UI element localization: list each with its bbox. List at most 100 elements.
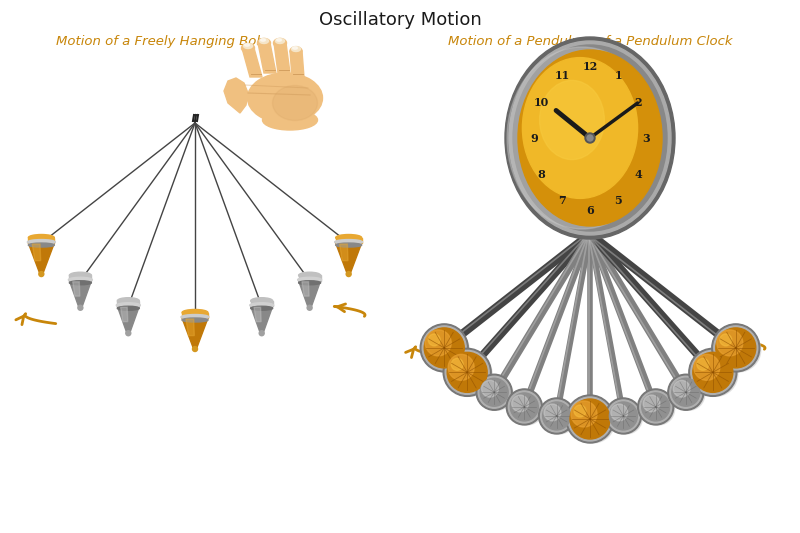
Text: 1: 1 xyxy=(614,70,622,81)
Ellipse shape xyxy=(610,402,642,434)
Ellipse shape xyxy=(259,38,269,44)
Text: 4: 4 xyxy=(634,168,642,180)
Circle shape xyxy=(606,398,642,434)
Ellipse shape xyxy=(274,38,286,47)
Circle shape xyxy=(574,405,586,417)
Circle shape xyxy=(346,271,351,277)
Circle shape xyxy=(717,330,742,356)
Ellipse shape xyxy=(262,110,318,130)
Ellipse shape xyxy=(273,85,318,120)
Polygon shape xyxy=(32,244,41,261)
Ellipse shape xyxy=(511,393,543,425)
Polygon shape xyxy=(298,281,321,309)
Ellipse shape xyxy=(70,272,91,279)
Ellipse shape xyxy=(68,277,92,282)
Circle shape xyxy=(610,402,638,430)
Ellipse shape xyxy=(250,298,273,304)
Ellipse shape xyxy=(243,44,253,49)
Text: Oscillatory Motion: Oscillatory Motion xyxy=(318,11,482,29)
Ellipse shape xyxy=(694,352,738,397)
Text: 6: 6 xyxy=(586,205,594,215)
Text: 3: 3 xyxy=(642,133,650,143)
Polygon shape xyxy=(336,243,362,275)
Circle shape xyxy=(542,402,570,430)
Text: Motion of a Pendulum of a Pendulum Clock: Motion of a Pendulum of a Pendulum Clock xyxy=(448,35,732,48)
Ellipse shape xyxy=(717,328,761,372)
Circle shape xyxy=(447,352,487,392)
Ellipse shape xyxy=(334,239,362,245)
Ellipse shape xyxy=(277,39,282,41)
Ellipse shape xyxy=(293,47,298,49)
Polygon shape xyxy=(290,51,304,77)
Ellipse shape xyxy=(28,235,54,241)
Circle shape xyxy=(512,395,529,412)
Text: 12: 12 xyxy=(582,61,598,71)
Ellipse shape xyxy=(522,58,638,198)
Circle shape xyxy=(480,378,508,406)
Circle shape xyxy=(585,133,595,143)
Circle shape xyxy=(510,393,538,421)
Circle shape xyxy=(506,389,542,425)
Circle shape xyxy=(714,326,758,370)
Circle shape xyxy=(424,328,464,368)
Circle shape xyxy=(607,400,639,432)
Circle shape xyxy=(538,398,574,434)
Ellipse shape xyxy=(250,303,274,308)
Ellipse shape xyxy=(571,399,615,443)
Circle shape xyxy=(476,374,512,410)
Circle shape xyxy=(443,349,491,397)
Polygon shape xyxy=(242,48,262,77)
Ellipse shape xyxy=(181,314,209,319)
Circle shape xyxy=(672,378,700,406)
Text: Motion of a Freely Hanging Bob: Motion of a Freely Hanging Bob xyxy=(56,35,264,48)
Polygon shape xyxy=(182,318,208,350)
Ellipse shape xyxy=(539,80,605,159)
Text: 11: 11 xyxy=(554,70,570,81)
Circle shape xyxy=(420,324,468,372)
Ellipse shape xyxy=(261,39,266,41)
Circle shape xyxy=(691,350,735,394)
Text: 8: 8 xyxy=(538,168,546,180)
Text: 2: 2 xyxy=(634,96,642,108)
Text: 7: 7 xyxy=(558,195,566,206)
Polygon shape xyxy=(73,282,80,296)
Polygon shape xyxy=(250,306,273,334)
Ellipse shape xyxy=(118,306,139,310)
Polygon shape xyxy=(258,43,276,73)
Circle shape xyxy=(541,400,573,432)
Ellipse shape xyxy=(291,46,301,52)
Circle shape xyxy=(697,358,709,370)
Polygon shape xyxy=(70,281,91,309)
Ellipse shape xyxy=(27,239,55,245)
Polygon shape xyxy=(121,307,128,321)
Ellipse shape xyxy=(247,73,322,123)
Ellipse shape xyxy=(70,281,91,285)
Circle shape xyxy=(670,376,702,408)
Polygon shape xyxy=(254,307,261,321)
Ellipse shape xyxy=(28,243,54,247)
Ellipse shape xyxy=(298,277,322,282)
Circle shape xyxy=(570,399,610,439)
Circle shape xyxy=(642,393,670,421)
Ellipse shape xyxy=(426,328,470,372)
Polygon shape xyxy=(28,243,54,275)
Circle shape xyxy=(640,391,672,423)
Polygon shape xyxy=(70,276,91,281)
Polygon shape xyxy=(302,282,309,296)
Circle shape xyxy=(587,135,593,141)
Text: 10: 10 xyxy=(534,96,549,108)
Circle shape xyxy=(716,328,756,368)
Circle shape xyxy=(426,330,451,356)
Polygon shape xyxy=(118,306,139,334)
Circle shape xyxy=(428,334,440,346)
Ellipse shape xyxy=(336,243,362,247)
Polygon shape xyxy=(118,301,139,306)
Circle shape xyxy=(610,404,627,421)
Circle shape xyxy=(259,331,264,336)
Ellipse shape xyxy=(509,41,671,235)
Circle shape xyxy=(720,334,732,346)
Circle shape xyxy=(39,271,44,277)
Ellipse shape xyxy=(182,310,208,316)
Polygon shape xyxy=(250,301,273,306)
Circle shape xyxy=(126,331,131,336)
